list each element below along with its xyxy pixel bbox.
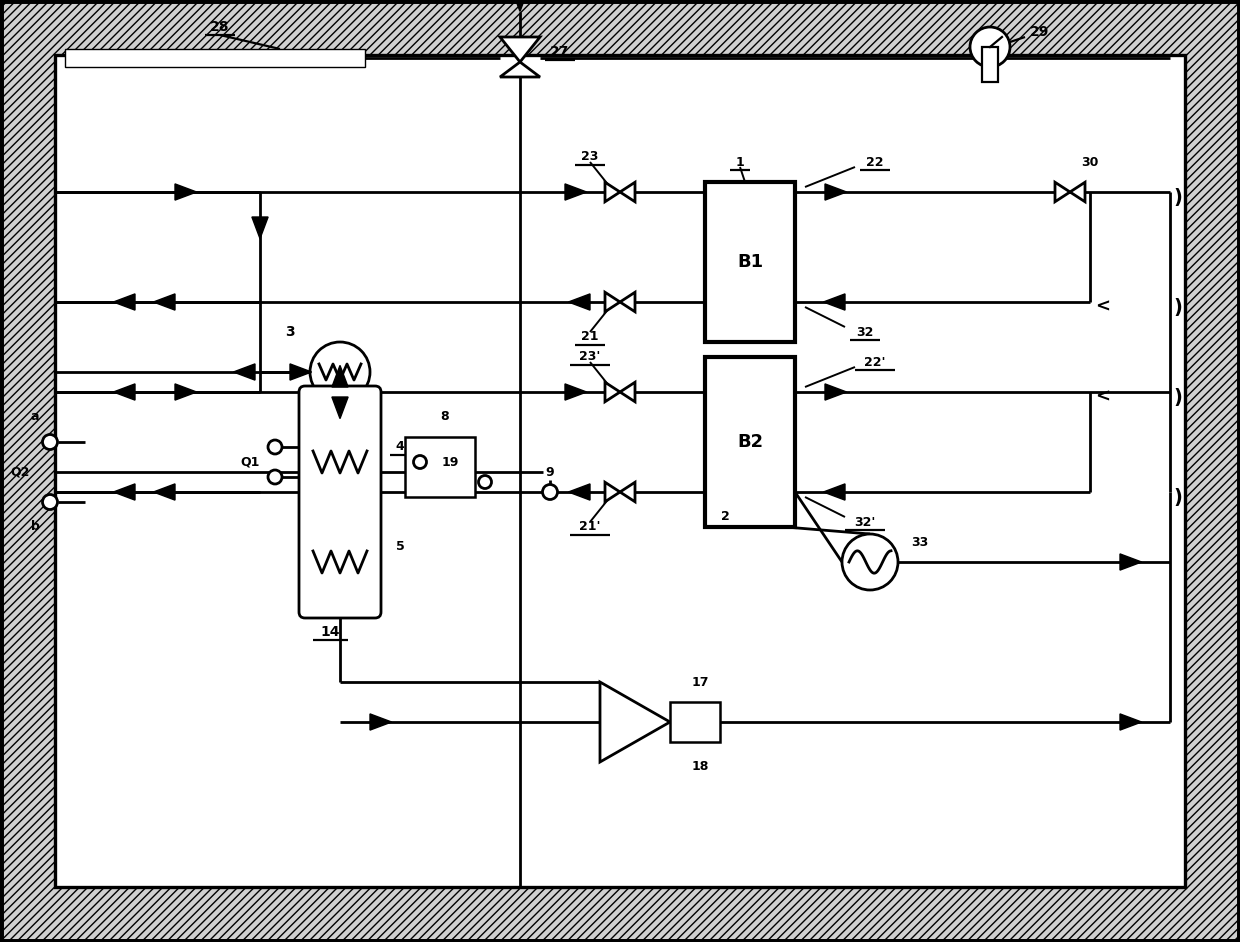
- Polygon shape: [568, 294, 590, 310]
- Circle shape: [42, 495, 57, 510]
- Text: 5: 5: [396, 541, 404, 554]
- Text: 17: 17: [691, 675, 709, 689]
- Circle shape: [543, 484, 558, 499]
- Bar: [670, 702, 720, 742]
- Polygon shape: [1055, 182, 1070, 202]
- Polygon shape: [113, 384, 135, 400]
- Text: 21': 21': [579, 521, 600, 533]
- Polygon shape: [113, 484, 135, 500]
- Polygon shape: [252, 217, 268, 238]
- Text: ): ): [1173, 387, 1182, 407]
- Text: 28: 28: [211, 20, 229, 34]
- Polygon shape: [500, 37, 539, 62]
- Text: ): ): [1173, 187, 1182, 206]
- Polygon shape: [825, 184, 847, 200]
- Text: 23': 23': [579, 350, 600, 364]
- Text: 32: 32: [857, 326, 874, 338]
- Text: ): ): [1173, 298, 1182, 317]
- Text: B2: B2: [737, 433, 763, 451]
- Bar: [706, 182, 795, 342]
- Polygon shape: [332, 365, 348, 387]
- Text: b: b: [31, 521, 40, 533]
- Polygon shape: [1120, 714, 1142, 730]
- Polygon shape: [1120, 554, 1142, 570]
- Polygon shape: [605, 382, 620, 401]
- Text: 1: 1: [735, 155, 744, 169]
- Text: B1: B1: [737, 253, 763, 271]
- Text: 8: 8: [440, 411, 449, 424]
- Bar: [405, 437, 475, 497]
- Polygon shape: [565, 184, 587, 200]
- Polygon shape: [620, 182, 635, 202]
- Circle shape: [970, 27, 1011, 67]
- Circle shape: [42, 434, 57, 449]
- Polygon shape: [823, 294, 844, 310]
- Polygon shape: [233, 364, 255, 381]
- Text: 29: 29: [1030, 25, 1050, 39]
- Text: 22': 22': [864, 355, 885, 368]
- Polygon shape: [515, 0, 526, 11]
- Polygon shape: [620, 292, 635, 312]
- Text: 21: 21: [582, 331, 599, 344]
- Bar: [706, 357, 795, 527]
- Circle shape: [479, 476, 491, 489]
- Text: Q1: Q1: [241, 456, 259, 468]
- Text: 27: 27: [551, 45, 569, 59]
- Polygon shape: [620, 382, 635, 401]
- Bar: [55, 55, 1185, 887]
- Polygon shape: [1070, 182, 1085, 202]
- Circle shape: [268, 470, 281, 484]
- Polygon shape: [500, 62, 539, 77]
- Polygon shape: [565, 384, 587, 400]
- Polygon shape: [113, 294, 135, 310]
- Polygon shape: [332, 397, 348, 418]
- Text: 4: 4: [396, 441, 404, 453]
- Polygon shape: [825, 384, 847, 400]
- Text: 18: 18: [692, 760, 709, 773]
- Polygon shape: [605, 182, 620, 202]
- Text: 30: 30: [1081, 155, 1099, 169]
- Text: 2: 2: [720, 511, 729, 524]
- FancyBboxPatch shape: [299, 386, 381, 618]
- Text: <: <: [1095, 388, 1110, 406]
- Text: 23: 23: [582, 151, 599, 164]
- Polygon shape: [823, 484, 844, 500]
- Bar: [64, 49, 365, 67]
- Polygon shape: [154, 484, 175, 500]
- Polygon shape: [175, 184, 197, 200]
- Bar: [982, 47, 998, 82]
- Text: 33: 33: [911, 535, 929, 548]
- Text: 32': 32': [854, 515, 875, 528]
- Circle shape: [413, 456, 427, 468]
- Polygon shape: [175, 384, 197, 400]
- Circle shape: [842, 534, 898, 590]
- Text: <: <: [1095, 298, 1110, 316]
- Polygon shape: [600, 682, 670, 762]
- Polygon shape: [620, 482, 635, 502]
- Polygon shape: [605, 292, 620, 312]
- Polygon shape: [154, 294, 175, 310]
- Text: ): ): [1173, 488, 1182, 507]
- Polygon shape: [290, 364, 311, 381]
- Text: 3: 3: [285, 325, 295, 339]
- Circle shape: [268, 440, 281, 454]
- Text: 22: 22: [867, 155, 884, 169]
- Text: 9: 9: [546, 465, 554, 479]
- Text: Q2: Q2: [10, 465, 30, 479]
- Circle shape: [310, 342, 370, 402]
- Text: a: a: [31, 411, 40, 424]
- Text: 19: 19: [441, 456, 459, 468]
- Polygon shape: [568, 484, 590, 500]
- Text: 14: 14: [320, 625, 340, 639]
- Polygon shape: [370, 714, 392, 730]
- Polygon shape: [605, 482, 620, 502]
